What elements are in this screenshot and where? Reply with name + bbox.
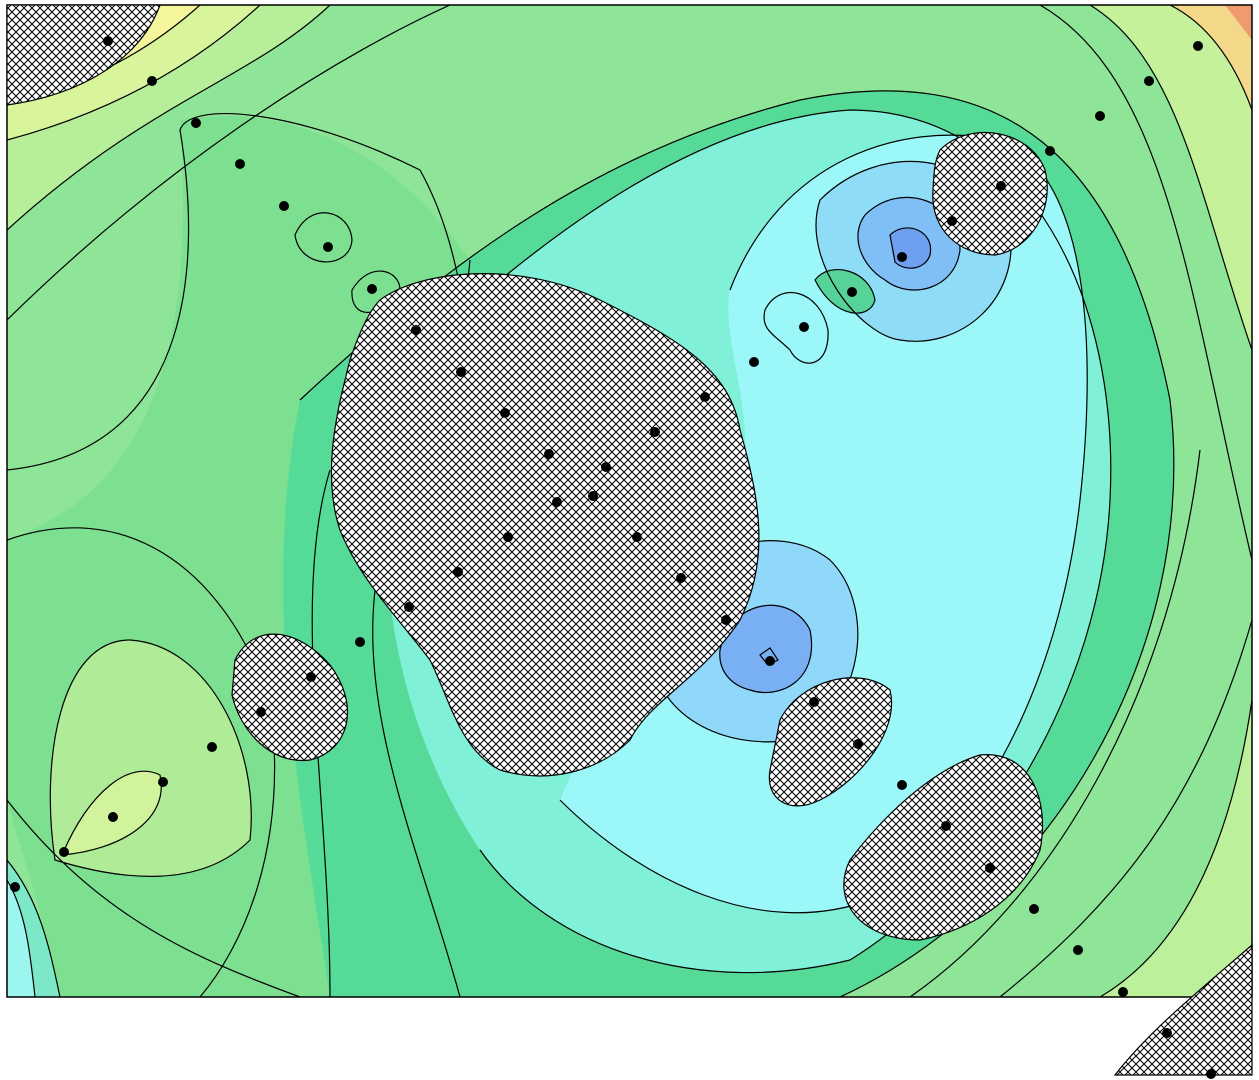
- map-frame: [6, 4, 1253, 998]
- contour-lines: [7, 5, 1252, 997]
- masked-areas: [6, 4, 1253, 1076]
- sample-points: [10, 36, 1216, 1079]
